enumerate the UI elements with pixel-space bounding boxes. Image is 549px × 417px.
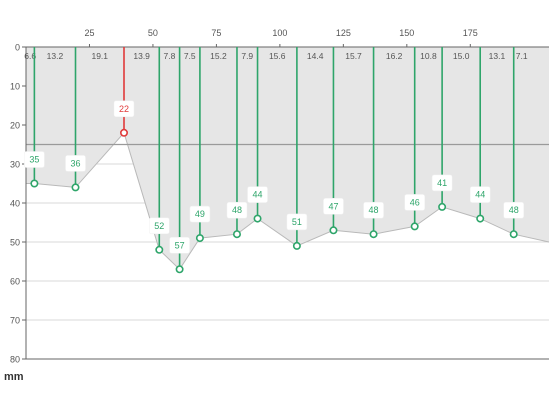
- y-axis-unit-label: mm: [4, 371, 24, 383]
- depth-point: [438, 202, 447, 211]
- depth-point: [253, 214, 262, 223]
- value-label: 44: [253, 190, 263, 200]
- spacing-label: 7.1: [516, 51, 528, 61]
- spacing-label: 6.6: [24, 51, 36, 61]
- spacing-label: 16.2: [386, 51, 403, 61]
- value-label: 48: [232, 205, 242, 215]
- value-label: 48: [509, 205, 519, 215]
- value-label-box: [189, 205, 211, 223]
- depth-point: [175, 265, 184, 274]
- value-label-box: [149, 217, 170, 235]
- spacing-label: 7.8: [164, 51, 176, 61]
- spacing-label: 15.0: [453, 51, 470, 61]
- spacing-label: 13.1: [489, 51, 506, 61]
- value-label: 35: [29, 155, 39, 165]
- depth-point: [329, 226, 338, 235]
- value-label-box: [24, 151, 45, 168]
- value-label: 48: [369, 205, 379, 215]
- depth-point: [30, 179, 39, 188]
- depth-point: [71, 183, 80, 192]
- depth-point: [292, 241, 301, 250]
- value-label: 36: [70, 158, 80, 168]
- value-label-box: [404, 194, 425, 211]
- x-tick-label: 75: [211, 28, 221, 38]
- value-label: 51: [292, 217, 302, 227]
- y-tick-label: 20: [10, 121, 20, 131]
- spacing-label: 15.7: [345, 51, 362, 61]
- value-label-box: [247, 186, 268, 203]
- value-label-layer: 35 36 22 52 57 49 48 44 51 47 48 46 41 44 48: [24, 100, 524, 254]
- spacing-label: 7.5: [184, 51, 196, 61]
- spacing-label: 7.9: [241, 51, 253, 61]
- depth-point: [369, 230, 378, 239]
- axis-layer: 0 10 20 30 40 50 60 70 80 25 50 75 100 125 150 175 6.6 13…: [10, 28, 549, 365]
- value-label-box: [503, 201, 524, 219]
- y-tick-label: 30: [10, 160, 20, 170]
- y-tick-label: 80: [10, 355, 20, 365]
- x-tick-label: 150: [399, 28, 414, 38]
- value-label: 47: [328, 201, 338, 211]
- spacing-label: 15.2: [210, 51, 227, 61]
- x-tick-label: 25: [84, 28, 94, 38]
- value-label: 49: [195, 209, 205, 219]
- depth-point: [476, 214, 485, 223]
- y-tick-label: 40: [10, 199, 20, 209]
- value-label-box: [169, 237, 190, 254]
- spacing-label: 13.2: [47, 51, 64, 61]
- value-label: 44: [475, 190, 485, 200]
- depth-point: [509, 230, 518, 239]
- y-tick-label: 70: [10, 316, 20, 326]
- value-label: 46: [410, 197, 420, 207]
- value-label-box: [363, 201, 384, 219]
- depth-point: [410, 222, 419, 231]
- value-label-box: [469, 186, 491, 203]
- x-tick-label: 100: [272, 28, 287, 38]
- value-label-box: [226, 201, 248, 219]
- y-tick-label: 60: [10, 277, 20, 287]
- spacing-label: 13.9: [133, 51, 150, 61]
- depth-point: [232, 230, 241, 239]
- spacing-label: 10.8: [420, 51, 437, 61]
- profile-area: [26, 47, 549, 270]
- value-label: 41: [437, 178, 447, 188]
- profile-area-layer: [26, 47, 549, 271]
- y-tick-label: 10: [10, 82, 20, 92]
- value-label: 52: [154, 221, 164, 231]
- value-label-box: [113, 100, 135, 118]
- y-tick-label: 0: [15, 43, 20, 53]
- value-label-box: [65, 155, 86, 172]
- spacing-label: 14.4: [307, 51, 324, 61]
- value-label: 22: [119, 104, 129, 114]
- spacing-label: 19.1: [91, 51, 108, 61]
- value-label: 57: [175, 240, 185, 250]
- x-tick-label: 125: [336, 28, 351, 38]
- x-tick-label: 50: [148, 28, 158, 38]
- y-tick-label: 50: [10, 238, 20, 248]
- value-label-box: [286, 213, 308, 231]
- spacing-label: 15.6: [269, 51, 286, 61]
- depth-point: [119, 128, 128, 137]
- value-label-box: [431, 174, 453, 192]
- depth-point: [155, 245, 164, 254]
- x-tick-label: 175: [463, 28, 478, 38]
- value-label-box: [323, 198, 344, 215]
- depth-point: [195, 234, 204, 243]
